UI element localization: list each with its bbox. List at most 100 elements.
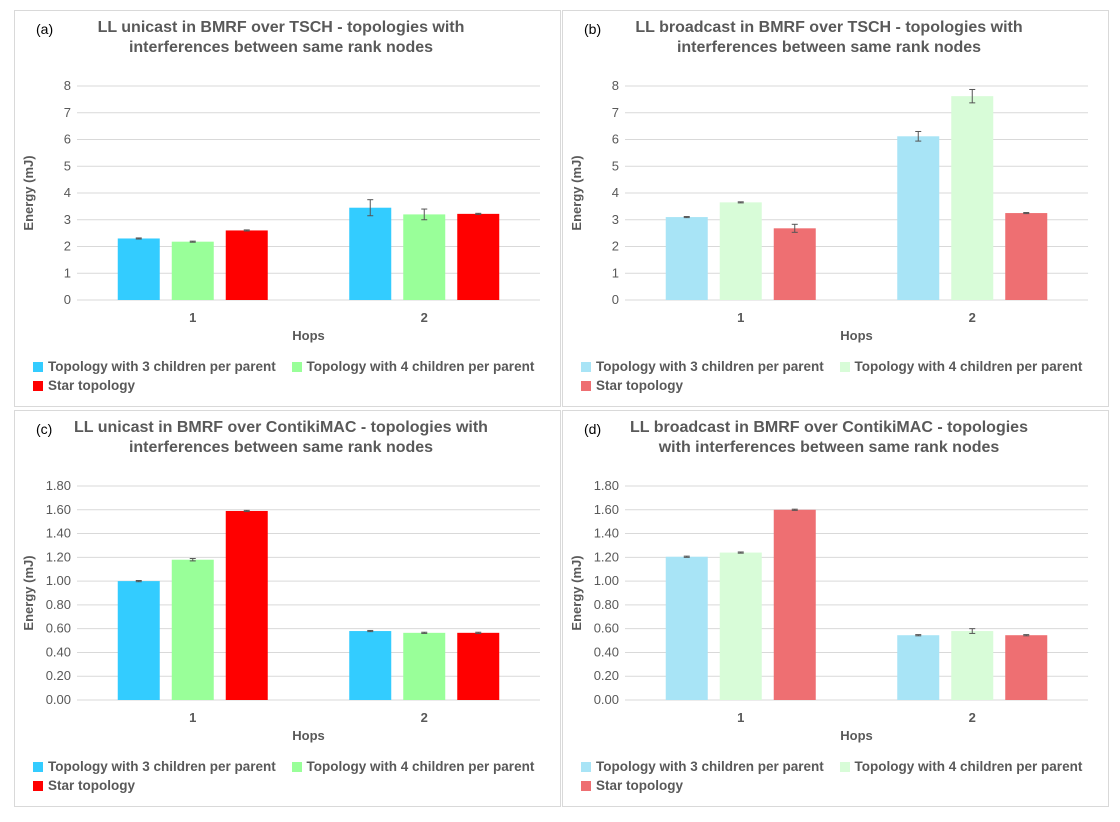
y-tick-label: 1.20: [46, 549, 71, 564]
bar: [951, 96, 994, 300]
x-tick-label: 1: [189, 310, 196, 325]
x-tick-label: 2: [969, 710, 976, 725]
bar: [719, 202, 762, 300]
y-tick-label: 3: [64, 212, 71, 227]
y-tick-label: 7: [612, 105, 619, 120]
y-tick-label: 6: [64, 132, 71, 147]
legend-item: Star topology: [581, 378, 683, 393]
legend: Topology with 3 children per parent Topo…: [33, 759, 553, 797]
y-tick-label: 5: [612, 158, 619, 173]
legend-label: Topology with 4 children per parent: [854, 759, 1083, 774]
y-tick-label: 5: [64, 158, 71, 173]
panel-letter: (a): [36, 21, 54, 37]
y-tick-label: 8: [612, 78, 619, 93]
legend: Topology with 3 children per parent Topo…: [581, 359, 1101, 397]
y-tick-label: 1.20: [594, 549, 619, 564]
y-tick-label: 1.00: [46, 573, 71, 588]
legend-swatch: [291, 761, 302, 772]
legend-swatch: [581, 761, 591, 772]
y-tick-label: 0.20: [594, 668, 619, 683]
legend-item: Topology with 3 children per parent: [33, 759, 276, 774]
x-axis-label: Hops: [292, 328, 325, 343]
legend-label: Topology with 4 children per parent: [306, 759, 535, 774]
legend-label: Topology with 3 children per parent: [48, 759, 276, 774]
y-axis-label: Energy (mJ): [21, 555, 36, 630]
legend-label: Topology with 3 children per parent: [596, 759, 824, 774]
chart-title: LL broadcast in BMRF over TSCH - topolog…: [635, 19, 1023, 56]
bar: [457, 632, 500, 700]
y-tick-label: 0.80: [594, 597, 619, 612]
y-tick-label: 2: [64, 239, 71, 254]
bar: [897, 136, 940, 300]
legend-item: Star topology: [33, 378, 135, 393]
legend-label: Star topology: [48, 778, 135, 793]
y-tick-label: 2: [612, 239, 619, 254]
legend-swatch: [839, 361, 850, 372]
legend-label: Topology with 4 children per parent: [854, 359, 1083, 374]
legend-item: Topology with 3 children per parent: [581, 759, 824, 774]
x-axis-label: Hops: [840, 328, 873, 343]
x-tick-label: 1: [189, 710, 196, 725]
chart-panel-c: (c) LL unicast in BMRF over ContikiMAC -…: [14, 410, 561, 807]
y-axis-label: Energy (mJ): [21, 155, 36, 230]
y-tick-label: 0.60: [46, 621, 71, 636]
legend: Topology with 3 children per parent Topo…: [33, 359, 553, 397]
panel-letter: (b): [584, 21, 602, 37]
y-tick-label: 0.00: [46, 692, 71, 707]
bar: [773, 509, 816, 700]
y-tick-label: 1.40: [46, 526, 71, 541]
legend-item: Topology with 4 children per parent: [839, 759, 1083, 774]
chart-svg: 0.00 0.20 0.40 0.60 0.80 1.00 1.20 1.40 1.60 1.80…: [569, 478, 1088, 743]
legend-label: Topology with 3 children per parent: [596, 359, 824, 374]
legend-swatch: [581, 380, 591, 391]
legend-label: Star topology: [596, 378, 683, 393]
legend-label: Topology with 4 children per parent: [306, 359, 535, 374]
chart-panel-b: (b) LL broadcast in BMRF over TSCH - top…: [562, 10, 1109, 407]
y-tick-label: 0.40: [46, 644, 71, 659]
y-tick-label: 0.00: [594, 692, 619, 707]
legend-item: Topology with 3 children per parent: [33, 359, 276, 374]
y-tick-label: 1.80: [594, 478, 619, 493]
legend-swatch: [581, 361, 591, 372]
chart-title: LL unicast in BMRF over TSCH - topologie…: [97, 19, 465, 56]
y-tick-label: 1.00: [594, 573, 619, 588]
y-tick-label: 0: [64, 292, 71, 307]
bar: [1005, 635, 1048, 700]
y-tick-label: 1.60: [594, 502, 619, 517]
legend-item: Star topology: [33, 778, 135, 793]
legend-swatch: [839, 761, 850, 772]
bar: [665, 556, 708, 700]
bar: [897, 635, 940, 700]
y-tick-label: 8: [64, 78, 71, 93]
y-tick-label: 0.60: [594, 621, 619, 636]
chart-title: LL broadcast in BMRF over ContikiMAC - t…: [630, 419, 1028, 456]
y-tick-label: 0.80: [46, 597, 71, 612]
legend-swatch: [291, 361, 302, 372]
y-tick-label: 4: [612, 185, 619, 200]
legend-label: Star topology: [48, 378, 135, 393]
y-axis-label: Energy (mJ): [569, 155, 584, 230]
y-tick-label: 1.40: [594, 526, 619, 541]
y-tick-label: 0.20: [46, 668, 71, 683]
y-tick-label: 1.60: [46, 502, 71, 517]
y-tick-label: 1.80: [46, 478, 71, 493]
x-axis-label: Hops: [292, 728, 325, 743]
chart-svg: 0 1 2 3 4 5 6 7 8 Energy (mJ) 1 2 Hops: [569, 78, 1088, 343]
legend-swatch: [33, 380, 43, 391]
x-tick-label: 2: [969, 310, 976, 325]
x-tick-label: 2: [421, 710, 428, 725]
y-tick-label: 4: [64, 185, 71, 200]
legend-item: Topology with 4 children per parent: [291, 759, 535, 774]
bar: [225, 230, 268, 300]
chart-svg: 0.00 0.20 0.40 0.60 0.80 1.00 1.20 1.40 1.60 1.80…: [21, 478, 540, 743]
legend-swatch: [33, 361, 43, 372]
bar: [1005, 213, 1048, 300]
bar: [117, 581, 160, 700]
bar: [951, 631, 994, 700]
bar: [171, 241, 214, 300]
panel-letter: (c): [36, 421, 53, 437]
x-tick-label: 1: [737, 710, 744, 725]
bar: [349, 631, 392, 700]
chart-svg: 0 1 2 3 4 5 6 7 8 Energy (mJ) 1 2 Hops: [21, 78, 540, 343]
y-tick-label: 0: [612, 292, 619, 307]
